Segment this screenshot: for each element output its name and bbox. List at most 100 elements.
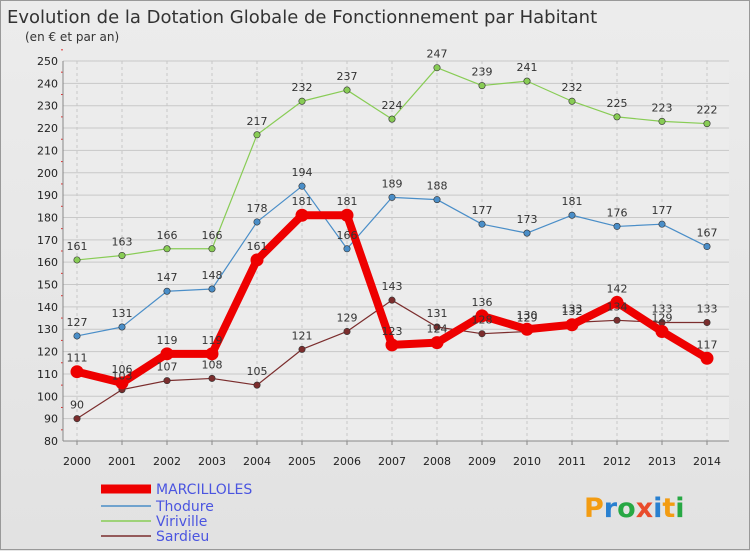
data-label: 103 xyxy=(112,370,133,383)
data-label: 132 xyxy=(562,305,583,318)
data-point xyxy=(613,316,621,324)
data-label: 232 xyxy=(292,81,313,94)
x-tick-label: 2002 xyxy=(153,455,181,468)
y-tick-label: 130 xyxy=(37,323,58,336)
legend-label: Viriville xyxy=(156,514,207,530)
chart-title: Evolution de la Dotation Globale de Fonc… xyxy=(7,7,597,28)
data-label: 147 xyxy=(157,271,178,284)
data-label: 121 xyxy=(292,329,313,342)
data-point xyxy=(520,322,534,336)
data-point xyxy=(253,381,261,389)
y-tick-label: 90 xyxy=(44,413,58,426)
data-point xyxy=(478,82,486,90)
data-label: 129 xyxy=(517,311,538,324)
proxiti-logo: Proxiti xyxy=(584,493,685,524)
data-label: 181 xyxy=(292,195,313,208)
data-point xyxy=(658,117,666,125)
x-tick-label: 2001 xyxy=(108,455,136,468)
data-label: 189 xyxy=(382,177,403,190)
data-point xyxy=(700,351,714,365)
data-label: 133 xyxy=(562,303,583,316)
x-tick-label: 2005 xyxy=(288,455,316,468)
data-label: 133 xyxy=(697,303,718,316)
data-point xyxy=(478,220,486,228)
x-tick-label: 2012 xyxy=(603,455,631,468)
data-point xyxy=(73,332,81,340)
y-tick-label: 220 xyxy=(37,122,58,135)
data-label: 166 xyxy=(157,229,178,242)
data-point xyxy=(70,365,84,379)
data-label: 178 xyxy=(247,202,268,215)
data-label: 194 xyxy=(292,166,313,179)
data-point xyxy=(703,319,711,327)
data-label: 108 xyxy=(202,358,223,371)
data-point xyxy=(343,86,351,94)
data-label: 232 xyxy=(562,81,583,94)
data-label: 247 xyxy=(427,48,448,61)
data-label: 90 xyxy=(70,399,84,412)
plot-area xyxy=(63,61,729,441)
y-tick-label: 200 xyxy=(37,167,58,180)
legend-label: Thodure xyxy=(155,499,214,515)
data-point xyxy=(253,218,261,226)
data-label: 142 xyxy=(607,282,628,295)
y-tick-label: 210 xyxy=(37,144,58,157)
data-labels: 111 106 119 119 161 181 181 123 124 136 130 132 142 1… xyxy=(67,48,718,412)
data-label: 123 xyxy=(382,325,403,338)
data-label: 117 xyxy=(697,338,718,351)
data-point xyxy=(475,309,489,323)
data-label: 119 xyxy=(202,334,223,347)
data-label: 124 xyxy=(427,323,448,336)
data-label: 181 xyxy=(337,195,358,208)
data-label: 127 xyxy=(67,316,88,329)
x-tick-label: 2010 xyxy=(513,455,541,468)
data-point xyxy=(298,97,306,105)
series-group xyxy=(70,64,714,423)
data-point xyxy=(343,245,351,253)
data-point xyxy=(523,229,531,237)
data-label: 129 xyxy=(337,311,358,324)
data-point xyxy=(478,330,486,338)
data-label: 177 xyxy=(652,204,673,217)
x-tick-label: 2008 xyxy=(423,455,451,468)
data-label: 225 xyxy=(607,97,628,110)
data-label: 136 xyxy=(472,296,493,309)
data-label: 181 xyxy=(562,195,583,208)
data-point xyxy=(433,64,441,72)
data-point xyxy=(613,113,621,121)
x-tick-label: 2007 xyxy=(378,455,406,468)
data-point xyxy=(298,182,306,190)
data-point xyxy=(568,97,576,105)
data-point xyxy=(523,77,531,85)
data-label: 131 xyxy=(427,307,448,320)
data-point xyxy=(253,131,261,139)
data-point xyxy=(118,323,126,331)
x-tick-label: 2014 xyxy=(693,455,721,468)
data-label: 166 xyxy=(337,229,358,242)
y-tick-label: 120 xyxy=(37,346,58,359)
data-label: 161 xyxy=(67,240,88,253)
data-label: 131 xyxy=(112,307,133,320)
data-point xyxy=(340,208,354,222)
data-point xyxy=(115,376,129,390)
grid xyxy=(63,60,729,442)
data-label: 241 xyxy=(517,61,538,74)
data-label: 129 xyxy=(652,311,673,324)
data-point xyxy=(163,245,171,253)
data-point xyxy=(703,120,711,128)
data-point xyxy=(163,377,171,385)
y-tick-label: 160 xyxy=(37,256,58,269)
data-point xyxy=(385,338,399,352)
y-tick-label: 170 xyxy=(37,234,58,247)
data-point xyxy=(658,220,666,228)
data-point xyxy=(208,245,216,253)
data-label: 224 xyxy=(382,99,403,112)
data-point xyxy=(430,336,444,350)
x-tick-label: 2013 xyxy=(648,455,676,468)
data-point xyxy=(613,222,621,230)
data-label: 166 xyxy=(202,229,223,242)
svg-text:Proxiti: Proxiti xyxy=(584,493,685,524)
axes: 8090100110120130140150160170180190200210… xyxy=(37,49,729,468)
data-point xyxy=(568,211,576,219)
